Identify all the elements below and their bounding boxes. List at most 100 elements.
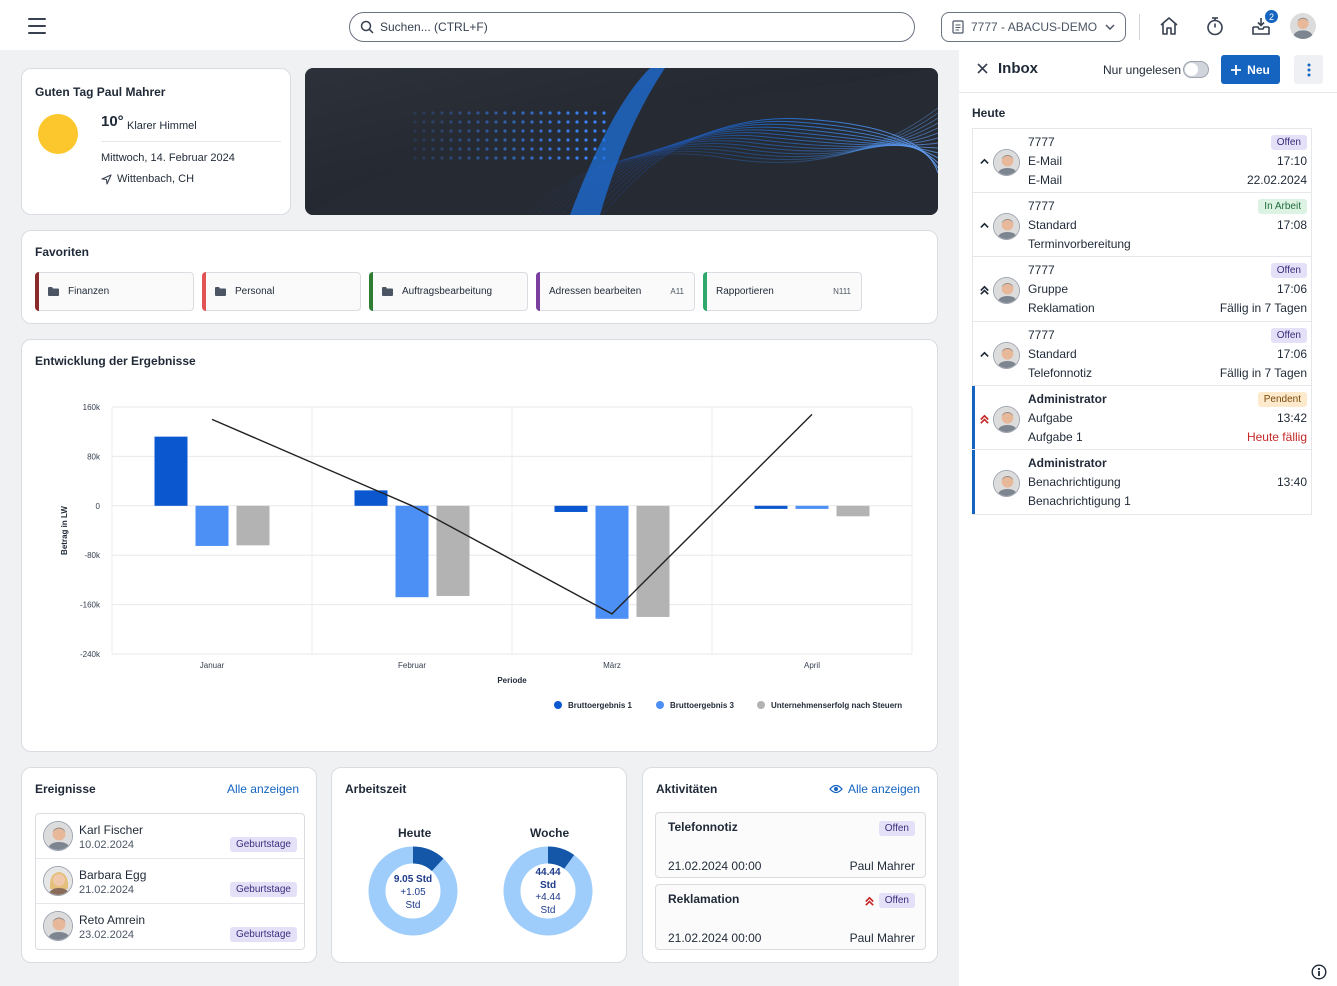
banner-dot bbox=[476, 138, 480, 142]
worktime-today-unit: Std bbox=[405, 900, 421, 911]
stopwatch-icon[interactable] bbox=[1204, 15, 1226, 37]
notification-badge: 2 bbox=[1264, 9, 1279, 24]
inbox-item-type: E-Mail bbox=[1028, 154, 1063, 168]
banner-dot bbox=[440, 129, 444, 133]
events-list: Karl Fischer 10.02.2024 Geburtstage Barb… bbox=[35, 813, 305, 950]
divider bbox=[101, 141, 281, 142]
location-label: Wittenbach, CH bbox=[117, 173, 195, 185]
worktime-title: Arbeitszeit bbox=[345, 782, 407, 796]
worktime-today-delta: +1.05 bbox=[400, 887, 426, 898]
inbox-item-time: 17:08 bbox=[1276, 218, 1307, 233]
banner-dot bbox=[503, 147, 507, 151]
banner-dot bbox=[593, 129, 597, 133]
results-chart: 160k 80k 0 -80k -160k -240k Januar Februar März A… bbox=[60, 403, 913, 710]
x-tick-label: März bbox=[603, 661, 621, 670]
y-axis-label: Betrag in LW bbox=[60, 506, 69, 555]
banner-dot bbox=[440, 147, 444, 151]
activity-item[interactable]: Telefonnotiz Offen 21.02.2024 00:00 Paul… bbox=[655, 812, 926, 878]
banner-dot bbox=[458, 120, 462, 124]
banner-dot bbox=[539, 156, 543, 160]
inbox-item[interactable]: Administrator Benachrichtigung Benachric… bbox=[972, 449, 1311, 515]
banner-dot bbox=[539, 111, 543, 115]
banner-dot bbox=[521, 111, 525, 115]
activity-item[interactable]: Reklamation Offen 21.02.2024 00:00 Paul … bbox=[655, 884, 926, 950]
banner-dot bbox=[512, 111, 516, 115]
banner-dot bbox=[413, 147, 417, 151]
banner-dot bbox=[431, 156, 435, 160]
favorite-item[interactable]: Adressen bearbeiten A11 bbox=[536, 272, 695, 311]
close-icon[interactable] bbox=[977, 63, 988, 74]
list-item[interactable]: Karl Fischer 10.02.2024 Geburtstage bbox=[36, 814, 304, 859]
worktime-card: Arbeitszeit Heute Woche 9.05 Std +1.05 S… bbox=[331, 767, 627, 963]
banner-dot bbox=[449, 147, 453, 151]
banner-dot bbox=[440, 156, 444, 160]
priority-urgent-icon bbox=[979, 414, 990, 425]
banner-dot bbox=[431, 138, 435, 142]
inbox-item-time: 17:10 bbox=[1276, 154, 1307, 168]
activity-date: 21.02.2024 00:00 bbox=[668, 859, 762, 873]
favorite-item[interactable]: Personal bbox=[202, 272, 361, 311]
worktime-today-text: 9.05 Std +1.05 Std bbox=[382, 873, 444, 912]
banner-dot bbox=[449, 120, 453, 124]
new-button[interactable]: Neu bbox=[1221, 55, 1280, 84]
banner-wave bbox=[590, 123, 938, 215]
banner-dot bbox=[521, 120, 525, 124]
worktime-week-unit: Std bbox=[539, 879, 557, 891]
banner-wave bbox=[602, 118, 938, 215]
info-icon[interactable] bbox=[1311, 964, 1327, 980]
favorite-item[interactable]: Auftragsbearbeitung bbox=[369, 272, 528, 311]
inbox-item[interactable]: 7777 Gruppe Reklamation Offen 17:06 Fäll… bbox=[973, 257, 1311, 322]
banner-dot bbox=[494, 156, 498, 160]
favorites-card: Favoriten Finanzen Personal Auftragsbearbe… bbox=[21, 230, 938, 324]
banner-dot bbox=[467, 129, 471, 133]
bar bbox=[754, 505, 788, 509]
chevron-down-icon bbox=[1105, 24, 1115, 30]
events-show-all-link[interactable]: Alle anzeigen bbox=[226, 782, 299, 796]
unread-toggle[interactable] bbox=[1183, 61, 1209, 78]
worktime-week-label: Woche bbox=[530, 826, 570, 840]
banner-dot bbox=[584, 120, 588, 124]
inbox-item[interactable]: Administrator Aufgabe Aufgabe 1 Pendent … bbox=[972, 385, 1311, 450]
donut-week-fill bbox=[547, 846, 575, 870]
user-avatar[interactable] bbox=[1290, 13, 1316, 39]
bar bbox=[354, 490, 388, 506]
event-tag: Geburtstage bbox=[229, 927, 297, 942]
inbox-item[interactable]: 7777 Standard Telefonnotiz Offen 17:06 F… bbox=[973, 322, 1311, 386]
divider bbox=[959, 92, 1337, 93]
banner-dot bbox=[449, 156, 453, 160]
activity-title: Telefonnotiz bbox=[668, 820, 738, 834]
inbox-item[interactable]: 7777 E-Mail E-Mail Offen 17:10 22.02.202… bbox=[973, 129, 1311, 194]
search-input[interactable] bbox=[380, 20, 860, 34]
inbox-tray-icon[interactable] bbox=[1250, 15, 1272, 37]
menu-icon[interactable] bbox=[28, 18, 46, 34]
banner-dot bbox=[539, 120, 543, 124]
more-options-button[interactable] bbox=[1294, 55, 1323, 84]
favorite-item[interactable]: Finanzen bbox=[35, 272, 194, 311]
banner-dot bbox=[440, 138, 444, 142]
search-bar[interactable] bbox=[349, 12, 915, 42]
inbox-item-subject: Benachrichtigung 1 bbox=[1028, 493, 1131, 508]
tenant-selector[interactable]: 7777 - ABACUS-DEMO bbox=[941, 12, 1126, 42]
banner-dot bbox=[476, 111, 480, 115]
banner-dot bbox=[476, 129, 480, 133]
avatar bbox=[993, 469, 1020, 497]
banner-dot bbox=[485, 156, 489, 160]
activities-show-all-link[interactable]: Alle anzeigen bbox=[829, 782, 920, 796]
banner-dot bbox=[476, 120, 480, 124]
banner-dot bbox=[485, 129, 489, 133]
banner-dot bbox=[584, 147, 588, 151]
legend-marker bbox=[554, 701, 562, 709]
inbox-item-type: Standard bbox=[1028, 218, 1077, 233]
list-item[interactable]: Barbara Egg 21.02.2024 Geburtstage bbox=[36, 859, 304, 904]
banner-dot bbox=[575, 111, 579, 115]
list-item[interactable]: Reto Amrein 23.02.2024 Geburtstage bbox=[36, 904, 304, 949]
worktime-today-label: Heute bbox=[398, 826, 432, 840]
event-name: Barbara Egg bbox=[79, 868, 147, 882]
status-badge: Offen bbox=[1270, 263, 1307, 279]
inbox-item[interactable]: 7777 Standard Terminvorbereitung In Arbe… bbox=[973, 193, 1311, 258]
status-badge: In Arbeit bbox=[1258, 199, 1307, 215]
favorite-item[interactable]: Rapportieren N111 bbox=[703, 272, 862, 311]
home-icon[interactable] bbox=[1158, 15, 1180, 37]
bar bbox=[395, 505, 429, 598]
banner-dot bbox=[413, 138, 417, 142]
